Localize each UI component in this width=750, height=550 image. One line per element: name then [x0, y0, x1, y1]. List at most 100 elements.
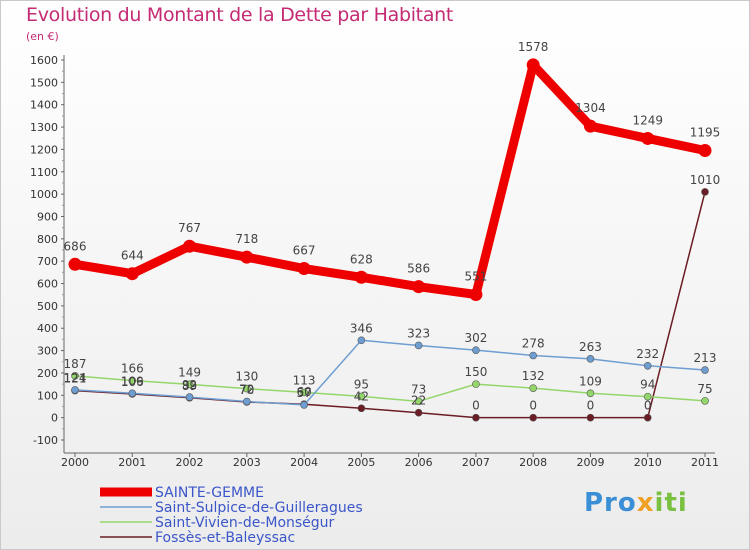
- y-tick-label: 600: [37, 278, 58, 291]
- data-label: 551: [464, 269, 487, 283]
- data-point: [128, 389, 137, 398]
- data-point: [641, 131, 655, 145]
- legend-label: Saint-Sulpice-de-Guilleragues: [155, 500, 363, 516]
- data-point: [357, 404, 366, 413]
- data-point: [71, 372, 79, 380]
- data-label: 767: [178, 221, 201, 235]
- series-line-3: [74, 191, 706, 419]
- data-point: [698, 144, 712, 158]
- data-point: [414, 341, 423, 350]
- data-point: [469, 287, 483, 301]
- data-label: 263: [579, 340, 602, 354]
- x-tick-label: 2005: [347, 456, 375, 469]
- series-line-1: [74, 339, 706, 406]
- data-point: [125, 267, 139, 281]
- data-point: [586, 355, 595, 363]
- data-label: 213: [694, 351, 717, 365]
- x-tick-label: 2001: [118, 456, 146, 469]
- y-tick-label: 0: [51, 412, 58, 425]
- data-label: 586: [407, 262, 430, 276]
- x-tick-label: 2004: [290, 456, 318, 469]
- data-point: [643, 392, 652, 401]
- legend-label: Fossès-et-Baleyssac: [155, 530, 295, 546]
- data-point: [586, 413, 595, 422]
- y-tick-label: 1600: [30, 54, 58, 67]
- y-tick-label: 800: [37, 233, 58, 246]
- x-tick-label: 2000: [61, 456, 89, 469]
- data-label: 73: [411, 382, 426, 396]
- data-label: 686: [64, 239, 87, 253]
- data-label: 644: [121, 249, 144, 263]
- data-label: 278: [522, 337, 545, 351]
- data-point: [71, 386, 79, 394]
- data-label: 1010: [690, 173, 721, 187]
- y-tick-label: 1100: [30, 166, 58, 179]
- data-label: 667: [293, 244, 316, 258]
- series-line-2: [74, 375, 706, 403]
- data-point: [529, 351, 537, 360]
- data-point: [243, 384, 251, 393]
- data-point: [240, 250, 254, 264]
- data-point: [414, 397, 423, 406]
- data-label: 628: [350, 252, 373, 266]
- x-tick-label: 2003: [233, 456, 261, 469]
- data-point: [586, 389, 595, 398]
- data-label: 109: [579, 374, 602, 388]
- data-point: [472, 413, 480, 422]
- data-label: 0: [472, 399, 480, 413]
- data-label: 0: [644, 399, 652, 413]
- y-tick-label: 1200: [30, 143, 58, 156]
- y-tick-label: 1300: [30, 121, 58, 134]
- y-tick-label: 1400: [30, 99, 58, 112]
- data-point: [354, 270, 368, 284]
- data-label: 94: [640, 378, 655, 392]
- data-label: 166: [121, 362, 144, 376]
- chart-unit-label: (en €): [26, 30, 59, 43]
- x-tick-label: 2010: [634, 456, 662, 469]
- data-point: [643, 361, 652, 370]
- proxiti-logo: Proxiti: [584, 488, 688, 518]
- data-point: [414, 408, 423, 417]
- y-tick-label: 1500: [30, 76, 58, 89]
- data-point: [185, 380, 194, 389]
- data-point: [701, 188, 709, 196]
- series-line-0: [74, 60, 706, 299]
- data-label: 42: [354, 389, 369, 403]
- data-point: [472, 346, 480, 354]
- data-point: [357, 392, 366, 401]
- data-label: 132: [522, 369, 545, 383]
- data-label: 1578: [518, 40, 549, 54]
- data-label: 187: [64, 357, 87, 371]
- data-label: 149: [178, 365, 201, 379]
- data-point: [243, 397, 251, 406]
- y-tick-label: 200: [37, 367, 58, 380]
- y-tick-label: -100: [33, 434, 58, 447]
- data-label: 70: [239, 383, 254, 397]
- data-label: 92: [182, 378, 197, 392]
- data-label: 121: [64, 372, 87, 386]
- y-tick-label: 400: [37, 322, 58, 335]
- data-point: [183, 239, 197, 253]
- x-tick-label: 2007: [462, 456, 490, 469]
- chart-title: Evolution du Montant de la Dette par Hab…: [26, 4, 454, 26]
- data-label: 106: [121, 375, 144, 389]
- x-tick-label: 2011: [691, 456, 719, 469]
- y-tick-label: 500: [37, 300, 58, 313]
- data-point: [583, 119, 597, 133]
- data-point: [300, 388, 308, 397]
- data-label: 718: [235, 232, 258, 246]
- data-label: 0: [587, 399, 595, 413]
- data-label: 113: [293, 373, 316, 387]
- data-point: [297, 262, 311, 276]
- data-point: [701, 366, 709, 374]
- data-label: 323: [407, 326, 430, 340]
- data-label: 302: [464, 331, 487, 345]
- data-label: 0: [529, 399, 537, 413]
- data-point: [529, 384, 537, 392]
- y-tick-label: 1000: [30, 188, 58, 201]
- x-tick-label: 2009: [576, 456, 604, 469]
- logo-part-1: Pro: [584, 488, 637, 518]
- data-label: 22: [411, 394, 426, 408]
- legend-label: SAINTE-GEMME: [155, 485, 264, 501]
- legend-label: Saint-Vivien-de-Monségur: [155, 515, 335, 531]
